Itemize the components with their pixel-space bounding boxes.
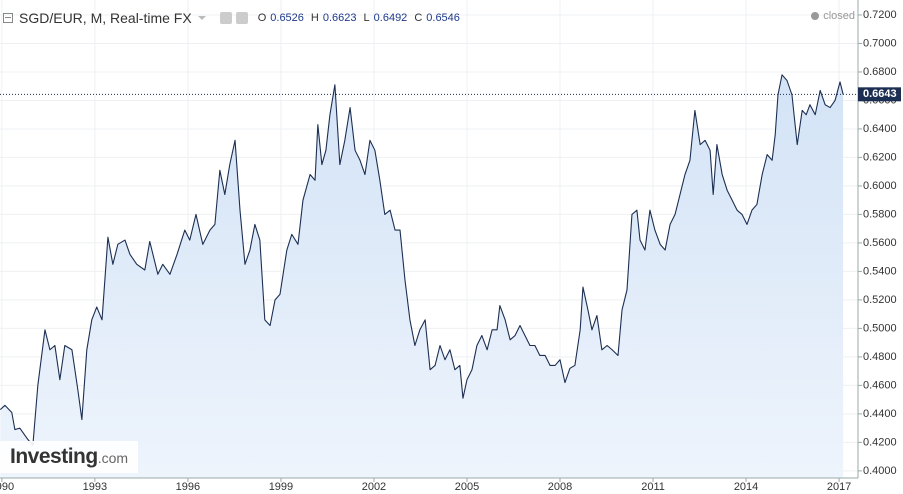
x-tick-label: 2005 xyxy=(455,481,479,493)
y-tick-label: 0.4800 xyxy=(863,351,897,363)
settings-icon[interactable] xyxy=(219,12,232,24)
x-tick-label: 2008 xyxy=(548,481,572,493)
last-price-label: 0.6643 xyxy=(863,88,897,100)
status-dot xyxy=(811,12,820,20)
plot-area xyxy=(0,74,858,478)
last-price-box xyxy=(858,87,901,102)
dropdown-icon[interactable] xyxy=(197,16,206,20)
ohlc-value: 0.6546 xyxy=(426,12,460,24)
market-status: closed xyxy=(811,10,855,22)
ohlc-label: O xyxy=(257,12,267,24)
price-line xyxy=(0,74,844,446)
x-tick-label: 1996 xyxy=(176,481,200,493)
y-tick-label: 0.6800 xyxy=(863,66,897,78)
x-tick-label: 1999 xyxy=(269,481,293,493)
header: SGD/EUR, M, Real-time FX O 0.6526 H 0.6623 L… xyxy=(0,8,460,28)
settings-icon[interactable] xyxy=(235,12,248,24)
ohlc-value: 0.6623 xyxy=(322,12,357,24)
y-tick-label: 0.5800 xyxy=(863,208,897,220)
y-tick-label: 0.4400 xyxy=(863,408,897,420)
watermark: Investing .com xyxy=(0,441,138,473)
area-fill xyxy=(0,74,844,478)
ohlc-value: 0.6492 xyxy=(373,12,408,24)
y-tick-label: 0.7200 xyxy=(863,9,897,21)
x-tick-label: 1990 xyxy=(0,481,14,493)
collapse-icon[interactable] xyxy=(3,13,13,23)
y-tick-label: 0.5000 xyxy=(863,322,897,334)
y-tick-label: 0.4000 xyxy=(863,465,897,477)
axes: 0.4000 0.4200 0.4400 0.4600 0.4800 0.5000 0.52… xyxy=(0,9,901,493)
watermark-brand: Investing xyxy=(10,445,98,468)
x-tick-label: 2014 xyxy=(734,481,758,493)
ohlc-label: C xyxy=(414,12,423,24)
watermark-suffix: .com xyxy=(97,450,129,466)
x-tick-label: 2017 xyxy=(827,481,851,493)
x-tick-label: 1993 xyxy=(83,481,107,493)
ohlc: O 0.6526 H 0.6623 L 0.6492 C 0.6546 xyxy=(251,12,460,24)
y-tick-label: 0.6400 xyxy=(863,123,897,135)
y-tick-label: 0.4200 xyxy=(863,436,897,448)
y-tick-label: 0.6000 xyxy=(863,180,897,192)
ohlc-label: L xyxy=(363,12,370,24)
x-tick-label: 2002 xyxy=(362,481,386,493)
y-tick-label: 0.7000 xyxy=(863,37,897,49)
ohlc-value: 0.6526 xyxy=(270,12,304,24)
y-tick-label: 0.5600 xyxy=(863,237,897,249)
y-tick-label: 0.5200 xyxy=(863,294,897,306)
y-tick-label: 0.4600 xyxy=(863,379,897,391)
chart-title: SGD/EUR, M, Real-time FX xyxy=(19,10,192,26)
y-tick-label: 0.6200 xyxy=(863,151,897,163)
y-tick-label: 0.5400 xyxy=(863,265,897,277)
status-text: closed xyxy=(823,10,855,22)
x-tick-label: 2011 xyxy=(641,481,665,493)
ohlc-label: H xyxy=(310,12,319,24)
